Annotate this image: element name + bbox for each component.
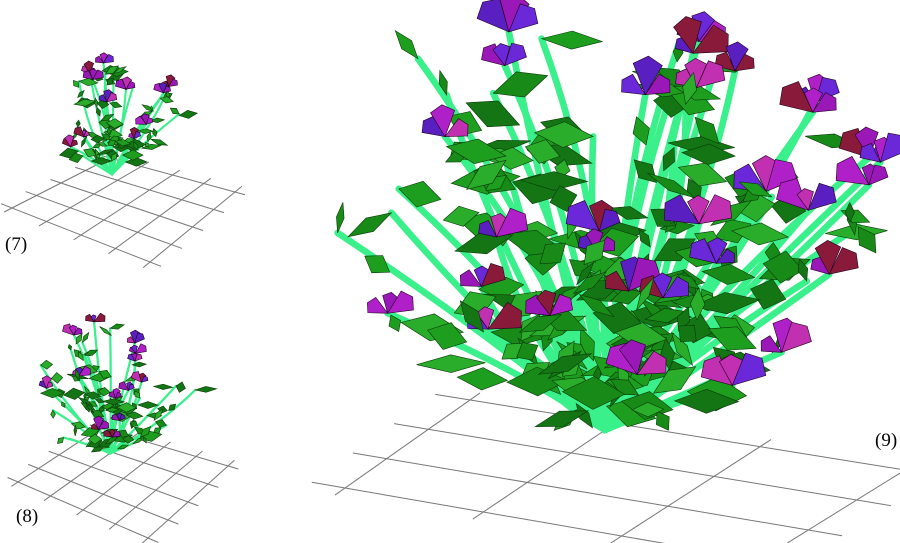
page: (7) (8) (9) (() => { const data = JSON.p… bbox=[0, 0, 900, 543]
leaf bbox=[76, 120, 80, 127]
leaf bbox=[62, 402, 66, 407]
leaf bbox=[110, 324, 124, 329]
leaf bbox=[51, 373, 62, 384]
leaf bbox=[348, 213, 391, 237]
leaf bbox=[176, 382, 185, 393]
grid-line bbox=[142, 460, 235, 543]
leaf bbox=[57, 438, 63, 444]
leaf bbox=[147, 132, 151, 141]
grid-line bbox=[335, 393, 480, 495]
plants bbox=[39, 0, 900, 454]
grid-line bbox=[74, 170, 180, 240]
grid-line bbox=[77, 442, 171, 515]
grid-line bbox=[611, 440, 771, 543]
leaf bbox=[76, 334, 82, 344]
leaf bbox=[399, 181, 441, 207]
grid-line bbox=[353, 453, 842, 536]
leaf bbox=[336, 202, 344, 233]
grid-line bbox=[108, 178, 210, 253]
leaf bbox=[679, 325, 697, 342]
leaf bbox=[64, 388, 85, 399]
leaf bbox=[493, 72, 548, 97]
leaf bbox=[179, 110, 197, 118]
leaf bbox=[417, 355, 486, 373]
grid-line bbox=[143, 186, 242, 267]
petal bbox=[136, 344, 147, 354]
leaf bbox=[395, 31, 418, 59]
leaf bbox=[656, 411, 669, 430]
leaf bbox=[542, 31, 603, 49]
grid-line bbox=[312, 482, 793, 543]
leaf bbox=[94, 98, 98, 107]
leaf bbox=[195, 386, 216, 392]
panel-label: (7) bbox=[5, 234, 27, 255]
leaf bbox=[110, 102, 122, 108]
leaf bbox=[365, 256, 390, 273]
leaf bbox=[101, 114, 114, 120]
grid-line bbox=[109, 451, 202, 529]
grid-line bbox=[75, 167, 224, 212]
leaf bbox=[154, 384, 173, 389]
panel-label: (8) bbox=[16, 506, 38, 527]
leaf bbox=[68, 345, 71, 350]
leaf bbox=[145, 142, 149, 147]
leaf bbox=[82, 332, 88, 342]
leaf bbox=[170, 108, 179, 114]
leaf bbox=[73, 80, 78, 87]
grid-line bbox=[394, 424, 891, 506]
panel-label: (9) bbox=[875, 430, 897, 451]
figure: (7) (8) (9) bbox=[0, 0, 900, 543]
leaf bbox=[457, 368, 507, 390]
leaf bbox=[81, 138, 85, 147]
